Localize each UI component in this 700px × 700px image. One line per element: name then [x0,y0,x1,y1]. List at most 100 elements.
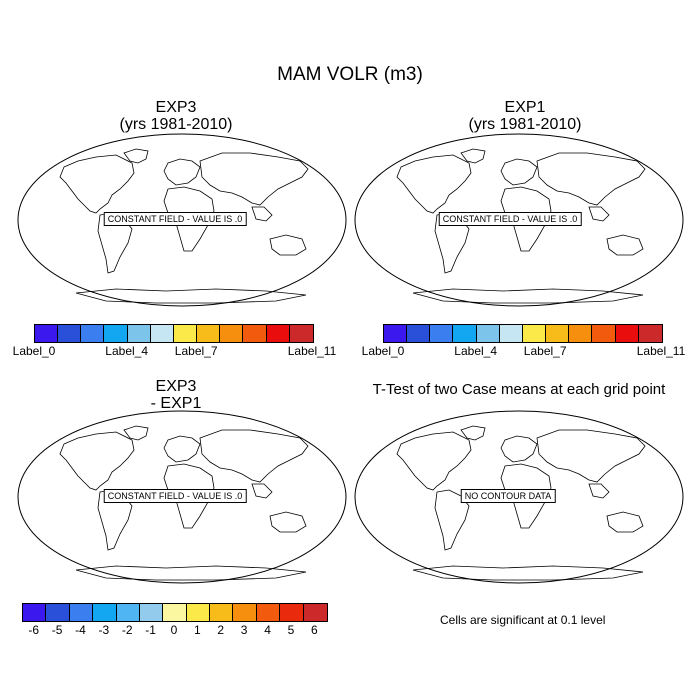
coastline [412,565,644,581]
coastline [59,431,135,491]
coastline [588,206,610,222]
colorbar-exp1 [383,324,663,343]
coastline [536,152,646,206]
coastline [500,158,538,186]
coastline [269,511,307,533]
colorbar-cell [569,325,593,342]
colorbar-cell [476,325,500,342]
colorbar-label: 5 [287,623,295,637]
coastline [588,483,610,499]
colorbar-label: -5 [51,623,63,637]
colorbar-cell [407,325,431,342]
panel-title-line1: EXP3 [155,378,197,395]
colorbar-cell [522,325,547,342]
colorbar-cell [210,604,234,621]
panel-title-line2: - EXP1 [150,395,202,412]
coastline [123,425,149,441]
colorbar-cell [243,325,267,342]
colorbar-cell [58,325,82,342]
colorbar-cell [592,325,616,342]
colorbar-cell [150,325,174,342]
coastline [396,431,472,491]
colorbar-label: 2 [217,623,225,637]
colorbar-cell [93,604,117,621]
colorbar-cell [289,325,313,342]
colorbar-cell [453,325,477,342]
colorbar-label: Label_4 [105,344,149,358]
colorbar-cell [173,325,198,342]
colorbar-cell [186,604,210,621]
coastline [536,429,646,483]
colorbar-label: 1 [194,623,201,637]
coastline [199,152,309,206]
colorbar-cell [256,604,281,621]
colorbar-cell [35,325,59,342]
colorbar-cell [23,604,47,621]
colorbar-label: 6 [310,623,318,637]
figure-title: MAM VOLR (m3) [277,64,423,85]
map-border [354,410,684,584]
significance-note: Cells are significant at 0.1 level [440,613,606,627]
colorbar-cell [197,325,221,342]
colorbar-label: Label_7 [174,344,218,358]
coastline [123,148,149,164]
coastline [163,435,201,463]
panel-title-difference: EXP3 - EXP1 [26,378,326,412]
map-border [17,410,347,584]
colorbar-cell [638,325,662,342]
colorbar-label: -3 [98,623,110,637]
map-exp1: CONSTANT FIELD - VALUE IS .0 [353,133,685,307]
colorbar-cell [280,604,304,621]
coastline [606,234,644,256]
panel-title-line2: (yrs 1981-2010) [119,116,233,133]
colorbar-cell [69,604,94,621]
coastline [163,158,201,186]
panel-title-exp1: EXP1 (yrs 1981-2010) [375,99,675,133]
colorbar-cell [127,325,151,342]
colorbar-cell [220,325,244,342]
colorbar-exp3 [34,324,314,343]
colorbar-cell [116,604,140,621]
coastline [500,435,538,463]
colorbar-label: Label_4 [454,344,498,358]
constant-field-note: CONSTANT FIELD - VALUE IS .0 [438,212,582,226]
constant-field-note: CONSTANT FIELD - VALUE IS .0 [103,212,247,226]
map-border [17,133,347,307]
panel-title-line1: EXP3 [155,99,197,116]
panel-title-line2: (yrs 1981-2010) [468,116,582,133]
colorbar-label: Label_0 [361,344,405,358]
panel-title-exp3: EXP3 (yrs 1981-2010) [26,99,326,133]
coastline [251,206,273,222]
colorbar-cell [546,325,570,342]
map-ttest: NO CONTOUR DATA [353,410,685,584]
colorbar-label: 3 [240,623,248,637]
coastline [460,148,486,164]
map-difference: CONSTANT FIELD - VALUE IS .0 [16,410,348,584]
colorbar-label: Label_0 [12,344,56,358]
panel-title-line1: EXP1 [504,99,546,116]
colorbar-label: Label_11 [287,344,337,358]
colorbar-cell [104,325,128,342]
coastline [59,154,135,214]
coastline [460,425,486,441]
colorbar-label: Label_7 [523,344,567,358]
colorbar-label: -6 [28,623,40,637]
colorbar-label: -1 [145,623,156,637]
colorbar-cell [233,604,257,621]
colorbar-label: 4 [264,623,271,637]
colorbar-cell [139,604,164,621]
colorbar-cell [81,325,105,342]
colorbar-label: 0 [170,623,178,637]
coastline [199,429,309,483]
colorbar-cell [615,325,639,342]
panel-title-ttest: T-Test of two Case means at each grid po… [372,381,666,398]
coastline [412,288,644,304]
colorbar-cell [266,325,290,342]
no-contour-note: NO CONTOUR DATA [460,489,556,503]
constant-field-note: CONSTANT FIELD - VALUE IS .0 [103,489,247,503]
coastline [434,489,470,551]
colorbar-cell [430,325,454,342]
coastline [251,483,273,499]
coastline [269,234,307,256]
colorbar-label: -2 [121,623,133,637]
